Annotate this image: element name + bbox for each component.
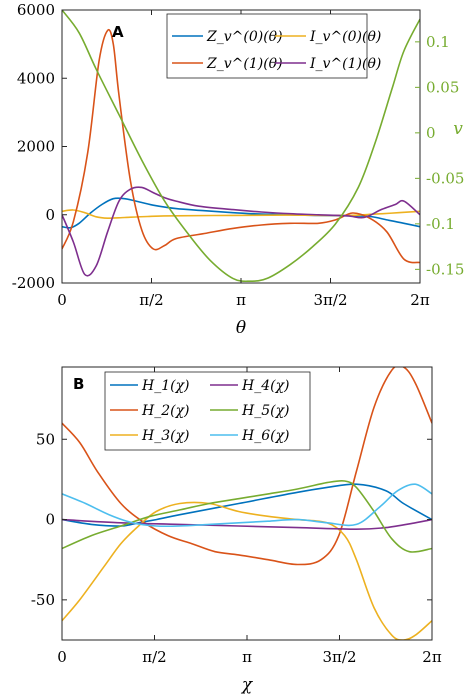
legend-label-h4: H_4(χ) [241, 378, 290, 394]
panel-b-x-tick-label: π [242, 648, 252, 666]
panel-b-y-tick-label: 0 [45, 511, 55, 529]
panel-b-y-tick-label: -50 [31, 591, 55, 609]
panel-b-series-line-3 [62, 501, 432, 640]
panel-b-legend-box [104, 371, 311, 451]
panel-a-y2-tick-label: 0.05 [426, 78, 459, 96]
legend-label-h6: H_6(χ) [241, 428, 290, 444]
panel-a-x-tick-label: 3π/2 [314, 291, 348, 309]
panel-a-legend: Z_v^(0)(θ) I_v^(0)(θ) Z_v^(1)(θ) I_v^(1)… [166, 13, 381, 79]
panel-b-series-line-6 [62, 483, 432, 528]
panel-b-x-axis-label: χ [241, 675, 254, 695]
panel-a-y-tick-label: 0 [45, 206, 55, 224]
panel-a-y-tick-label: 4000 [17, 69, 55, 87]
panel-a-x-tick-label: π [236, 291, 246, 309]
panel-a-y2-tick-label: -0.05 [426, 169, 464, 187]
legend-label-i0: I_v^(0)(θ) [309, 29, 381, 45]
legend-label-z1: Z_v^(1)(θ) [206, 56, 283, 72]
panel-a-ticks: 0 π/2 π 3π/2 2π-200002000400060000.10.050-0.… [12, 1, 465, 309]
panel-a-right-axis-label: v [453, 119, 463, 139]
panel-a-y-tick-label: -2000 [12, 274, 55, 292]
panel-b-y-tick-label: 50 [36, 430, 55, 448]
panel-b-x-tick-label: 2π [422, 648, 442, 666]
panel-a-y2-tick-label: -0.15 [426, 260, 464, 278]
panel-a-series-group [62, 10, 420, 283]
panel-b: 0 π/2 π 3π/2 2π 50 0 -50 B χ H_1(χ) H_2(χ) H_3(… [31, 366, 442, 695]
legend-label-h5: H_5(χ) [241, 403, 290, 419]
panel-a-legend-box [166, 13, 368, 79]
panel-b-label: B [73, 375, 84, 393]
panel-b-series-line-2 [62, 367, 432, 566]
panel-a-y2-tick-label: -0.1 [426, 215, 455, 233]
panel-a-series-line-5 [62, 10, 420, 283]
panel-b-x-tick-label: 0 [57, 648, 67, 666]
panel-b-series-line-5 [62, 479, 432, 553]
panel-a-x-tick-label: 2π [410, 291, 430, 309]
panel-a-label: A [112, 23, 124, 41]
panel-a-y2-tick-label: 0 [426, 124, 436, 142]
panel-a-y2-tick-label: 0.1 [426, 33, 450, 51]
panel-b-clip-group [62, 367, 432, 640]
panel-b-series-line-1 [62, 483, 432, 527]
panel-b-series-group [62, 367, 432, 640]
panel-a-x-axis-label: θ [236, 318, 246, 338]
legend-label-z0: Z_v^(0)(θ) [206, 29, 283, 45]
legend-label-h3: H_3(χ) [141, 428, 190, 444]
panel-a-series-line-3 [62, 29, 420, 264]
panel-a: 0 π/2 π 3π/2 2π-200002000400060000.10.050-0.… [12, 1, 465, 338]
panel-b-legend: H_1(χ) H_2(χ) H_3(χ) H_4(χ) H_5(χ) H_6(χ… [104, 371, 311, 451]
panel-a-x-tick-label: π/2 [139, 291, 163, 309]
legend-label-h1: H_1(χ) [141, 378, 190, 394]
panel-b-x-tick-label: 3π/2 [323, 648, 357, 666]
panel-b-ticks: 0 π/2 π 3π/2 2π 50 0 -50 [31, 367, 442, 666]
panel-a-y-tick-label: 6000 [17, 1, 55, 19]
panel-b-x-tick-label: π/2 [142, 648, 166, 666]
panel-a-series-line-1 [62, 197, 420, 229]
panel-a-x-tick-label: 0 [57, 291, 67, 309]
panel-a-series-line-4 [62, 186, 420, 277]
legend-label-h2: H_2(χ) [141, 403, 190, 419]
panel-a-y-tick-label: 2000 [17, 138, 55, 156]
legend-label-i1: I_v^(1)(θ) [309, 56, 381, 72]
panel-a-clip-group [62, 10, 420, 283]
